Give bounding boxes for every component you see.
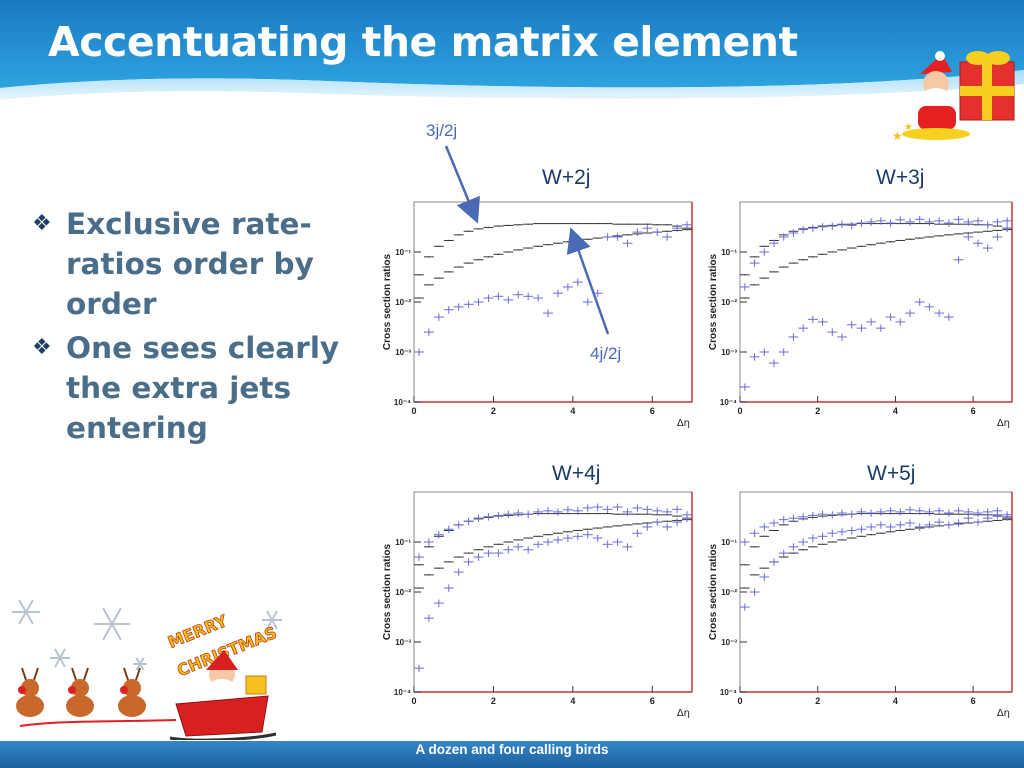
plot-frame [739, 201, 1013, 403]
x-tick-label: 4 [570, 696, 575, 706]
x-axis-label: Δη [677, 708, 690, 719]
snowflake-icon [12, 599, 282, 671]
x-tick-label: 6 [971, 406, 976, 416]
santa-sleigh-reindeer-icon [16, 650, 277, 740]
x-tick-label: 4 [893, 406, 898, 416]
x-tick-label: 2 [815, 696, 820, 706]
y-tick-label: 10⁻⁴ [720, 398, 737, 407]
four-diamond-bullet-icon: ❖ [32, 335, 52, 360]
y-axis-label: Cross section ratios [382, 253, 393, 350]
title-banner-background [0, 0, 1024, 104]
x-tick-label: 0 [737, 696, 742, 706]
x-tick-label: 0 [411, 696, 416, 706]
y-tick-label: 10⁻⁴ [394, 688, 411, 697]
y-tick-label: 10⁻¹ [721, 538, 737, 547]
plot-w5j: 0 2 4 6 10⁻⁴ 10⁻³ 10⁻² 10⁻¹ Δη Cross section rati… [708, 491, 1013, 719]
panel-title-w5j: W+5j [867, 462, 916, 485]
annotation-3j2j: 3j/2j [426, 121, 458, 140]
y-tick-label: 10⁻¹ [395, 538, 411, 547]
x-tick-label: 4 [570, 406, 575, 416]
data-series [740, 506, 1012, 546]
plot-frame [413, 201, 693, 403]
santa-with-gift-icon: ★ ★ [892, 51, 1015, 143]
y-tick-label: 10⁻³ [395, 638, 411, 647]
footer-bar: A dozen and four calling birds [0, 741, 1024, 768]
data-series [414, 514, 692, 672]
bullet-list: ❖ Exclusive rate-ratios order by order ❖… [32, 204, 382, 452]
x-tick-label: 2 [491, 406, 496, 416]
bullet-text: Exclusive rate-ratios order by order [66, 207, 314, 321]
svg-text:★: ★ [892, 129, 903, 143]
footer-text: A dozen and four calling birds [415, 742, 609, 757]
bullet-item: ❖ One sees clearly the extra jets enteri… [32, 328, 382, 448]
y-tick-label: 10⁻² [721, 588, 737, 597]
plot-w3j: 0 2 4 6 10⁻⁴ 10⁻³ 10⁻² 10⁻¹ Δη Cross section rati… [708, 201, 1013, 429]
data-series [740, 511, 1012, 611]
annotation-4j2j: 4j/2j [590, 344, 622, 363]
x-axis-label: Δη [677, 418, 690, 429]
x-tick-label: 4 [893, 696, 898, 706]
svg-text:★: ★ [904, 122, 913, 133]
plot-w2j: 0 2 4 6 10⁻⁴ 10⁻³ 10⁻² 10⁻¹ Δη Cross section rati… [382, 201, 693, 429]
bullet-item: ❖ Exclusive rate-ratios order by order [32, 204, 382, 324]
x-axis-label: Δη [997, 708, 1010, 719]
plot-w4j: 0 2 4 6 10⁻⁴ 10⁻³ 10⁻² 10⁻¹ Δη Cross section rati… [382, 491, 693, 719]
four-diamond-bullet-icon: ❖ [32, 211, 52, 236]
x-tick-label: 2 [491, 696, 496, 706]
y-axis-label: Cross section ratios [382, 543, 393, 640]
y-tick-label: 10⁻¹ [395, 248, 411, 257]
y-tick-label: 10⁻³ [721, 348, 737, 357]
x-tick-label: 0 [737, 406, 742, 416]
x-tick-label: 6 [650, 406, 655, 416]
y-axis-label: Cross section ratios [708, 543, 719, 640]
data-series [414, 503, 692, 561]
panel-title-w2j: W+2j [542, 166, 591, 189]
christmas-decoration: MERRY CHRISTMAS [12, 599, 282, 740]
plot-frame [739, 491, 1013, 693]
y-tick-label: 10⁻⁴ [720, 688, 737, 697]
x-axis-label: Δη [997, 418, 1010, 429]
x-tick-label: 2 [815, 406, 820, 416]
bullet-text: One sees clearly the extra jets entering [66, 331, 340, 445]
y-axis-label: Cross section ratios [708, 253, 719, 350]
y-tick-label: 10⁻² [721, 298, 737, 307]
panel-title-w4j: W+4j [552, 462, 601, 485]
title-banner: Accentuating the matrix element [0, 0, 1024, 104]
plot-frame [413, 491, 693, 693]
x-tick-label: 6 [971, 696, 976, 706]
data-series [740, 215, 1012, 291]
y-tick-label: 10⁻⁴ [394, 398, 411, 407]
y-tick-label: 10⁻² [395, 298, 411, 307]
y-tick-label: 10⁻³ [721, 638, 737, 647]
slide-title: Accentuating the matrix element [48, 18, 798, 66]
y-tick-label: 10⁻¹ [721, 248, 737, 257]
panel-title-w3j: W+3j [876, 166, 925, 189]
y-tick-label: 10⁻³ [395, 348, 411, 357]
data-series [740, 224, 1012, 391]
x-tick-label: 0 [411, 406, 416, 416]
x-tick-label: 6 [650, 696, 655, 706]
y-tick-label: 10⁻² [395, 588, 411, 597]
